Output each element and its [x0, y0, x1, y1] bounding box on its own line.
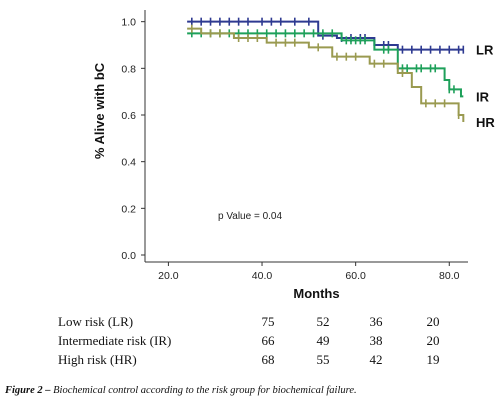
series-label-lr: LR	[476, 43, 494, 58]
x-tick-label: 40.0	[252, 270, 273, 282]
y-tick-label: 1.0	[121, 17, 136, 29]
x-tick-label: 60.0	[345, 270, 366, 282]
series-label-hr: HR	[476, 115, 495, 130]
y-tick-label: 0.0	[121, 250, 136, 262]
p-value-annotation: p Value = 0.04	[218, 211, 282, 222]
x-axis-title: Months	[293, 286, 339, 301]
risk-row-value: 38	[369, 333, 383, 348]
y-tick-label: 0.8	[121, 63, 136, 75]
y-tick-label: 0.4	[121, 157, 136, 169]
risk-row-label: Intermediate risk (IR)	[58, 333, 172, 348]
risk-row-label: Low risk (LR)	[58, 314, 134, 329]
risk-row-value: 52	[316, 314, 330, 329]
figure-caption: Figure 2 – Biochemical control according…	[5, 385, 357, 396]
risk-row-lr: Low risk (LR) 75 52 36 20	[58, 314, 478, 333]
risk-row-hr: High risk (HR) 68 55 42 19	[58, 352, 478, 371]
risk-row-value: 20	[426, 314, 440, 329]
risk-row-value: 36	[369, 314, 383, 329]
caption-text: Biochemical control according to the ris…	[50, 385, 357, 396]
risk-table: Low risk (LR) 75 52 36 20 Intermediate r…	[58, 314, 478, 371]
x-tick-label: 20.0	[158, 270, 179, 282]
y-axis-title: % Alive with bC	[92, 62, 107, 159]
risk-row-value: 20	[426, 333, 440, 348]
risk-row-value: 75	[261, 314, 275, 329]
survival-chart: 0.0 0.2 0.4 0.6 0.8 1.0 20.0 40.0 60.0 80.0 Months…	[92, 10, 495, 301]
km-curve-lr	[187, 20, 464, 51]
series-label-ir: IR	[476, 89, 490, 104]
risk-row-value: 19	[426, 352, 440, 367]
y-tick-label: 0.6	[121, 110, 136, 122]
y-tick-label: 0.2	[121, 203, 136, 215]
risk-row-value: 55	[316, 352, 330, 367]
caption-prefix: Figure 2 –	[5, 385, 51, 396]
km-curve-hr	[187, 27, 465, 122]
risk-row-label: High risk (HR)	[58, 352, 137, 367]
risk-row-value: 42	[369, 352, 383, 367]
risk-row-value: 68	[261, 352, 275, 367]
x-tick-label: 80.0	[439, 270, 460, 282]
risk-row-value: 66	[261, 333, 275, 348]
risk-row-ir: Intermediate risk (IR) 66 49 38 20	[58, 333, 478, 352]
risk-row-value: 49	[316, 333, 330, 348]
